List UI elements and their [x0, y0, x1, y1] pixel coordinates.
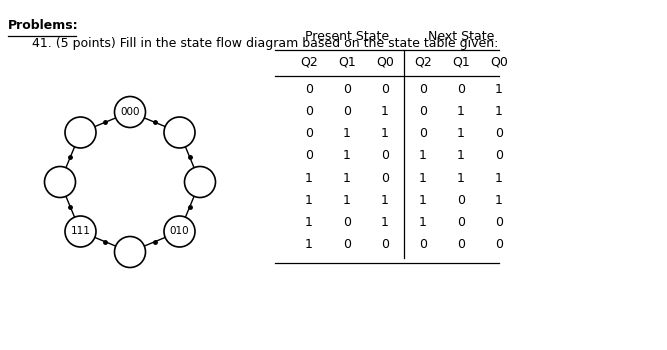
Text: 0: 0 [343, 238, 351, 251]
Circle shape [65, 117, 96, 148]
Text: 1: 1 [305, 216, 313, 229]
Text: 1: 1 [343, 127, 351, 140]
Text: Q2: Q2 [300, 56, 318, 69]
Text: Q2: Q2 [414, 56, 432, 69]
Text: 0: 0 [305, 105, 313, 118]
Text: Q1: Q1 [452, 56, 470, 69]
Text: 1: 1 [457, 105, 465, 118]
Text: 0: 0 [305, 127, 313, 140]
Text: Present State: Present State [305, 30, 389, 43]
Text: 0: 0 [381, 149, 389, 162]
Text: 1: 1 [457, 127, 465, 140]
Text: 1: 1 [343, 149, 351, 162]
Text: 1: 1 [343, 172, 351, 184]
Text: 0: 0 [343, 83, 351, 96]
Text: 0: 0 [495, 238, 503, 251]
Text: 0: 0 [495, 149, 503, 162]
Text: 0: 0 [495, 216, 503, 229]
Text: 0: 0 [343, 105, 351, 118]
Text: 1: 1 [381, 105, 389, 118]
Circle shape [45, 167, 75, 197]
Text: 1: 1 [495, 194, 503, 207]
Text: 41. (5 points) Fill in the state flow diagram based on the state table given:: 41. (5 points) Fill in the state flow di… [32, 37, 498, 50]
Text: Q0: Q0 [376, 56, 394, 69]
Text: 1: 1 [457, 149, 465, 162]
Text: 1: 1 [381, 194, 389, 207]
Text: 0: 0 [381, 172, 389, 184]
Text: 1: 1 [419, 216, 427, 229]
Circle shape [65, 216, 96, 247]
Text: 1: 1 [343, 194, 351, 207]
Circle shape [164, 117, 195, 148]
Text: 0: 0 [457, 216, 465, 229]
Text: 1: 1 [457, 172, 465, 184]
Text: 1: 1 [419, 149, 427, 162]
Text: 0: 0 [419, 83, 427, 96]
Text: 0: 0 [305, 149, 313, 162]
Text: 1: 1 [495, 105, 503, 118]
Text: 0: 0 [419, 105, 427, 118]
Circle shape [185, 167, 215, 197]
Text: 111: 111 [71, 226, 91, 237]
Text: Problems:: Problems: [8, 19, 79, 32]
Text: 0: 0 [457, 83, 465, 96]
Circle shape [115, 97, 145, 127]
Text: 1: 1 [495, 172, 503, 184]
Text: 1: 1 [381, 127, 389, 140]
Text: 0: 0 [457, 238, 465, 251]
Text: 0: 0 [381, 83, 389, 96]
Text: Next State: Next State [428, 30, 494, 43]
Text: 1: 1 [381, 216, 389, 229]
Text: 0: 0 [495, 127, 503, 140]
Text: 0: 0 [343, 216, 351, 229]
Text: 1: 1 [419, 172, 427, 184]
Text: 1: 1 [305, 172, 313, 184]
Text: 1: 1 [419, 194, 427, 207]
Text: 0: 0 [457, 194, 465, 207]
Text: 010: 010 [169, 226, 189, 237]
Text: 0: 0 [419, 238, 427, 251]
Text: 0: 0 [305, 83, 313, 96]
Text: 1: 1 [495, 83, 503, 96]
Text: 1: 1 [305, 238, 313, 251]
Circle shape [115, 237, 145, 267]
Text: Q1: Q1 [338, 56, 356, 69]
Circle shape [164, 216, 195, 247]
Text: 000: 000 [120, 107, 140, 117]
Text: 1: 1 [305, 194, 313, 207]
Text: 0: 0 [419, 127, 427, 140]
Text: 0: 0 [381, 238, 389, 251]
Text: Q0: Q0 [490, 56, 508, 69]
